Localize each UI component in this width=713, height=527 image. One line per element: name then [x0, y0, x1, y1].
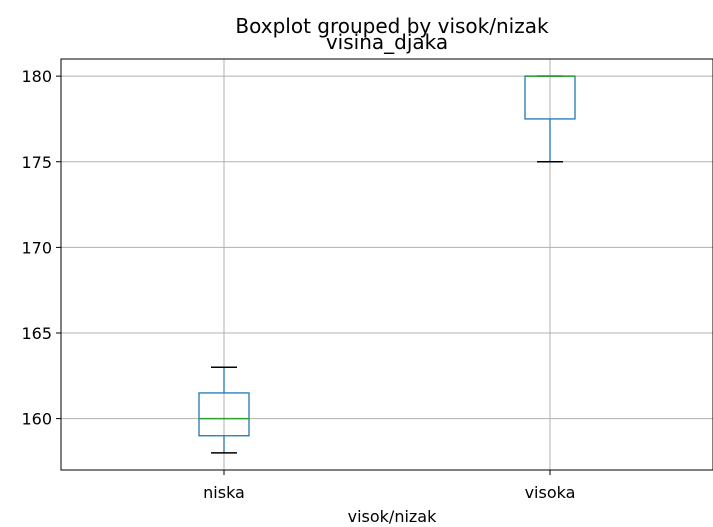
box-visoka	[524, 75, 576, 163]
y-tick-label: 160	[21, 410, 52, 429]
x-tick-label: visoka	[525, 483, 576, 502]
chart-title: Boxplot grouped by visok/nizak	[235, 14, 549, 38]
x-tick-label: niska	[203, 483, 245, 502]
x-axis: niska visoka	[203, 470, 575, 502]
y-tick-label: 175	[21, 153, 52, 172]
y-tick-label: 170	[21, 238, 52, 257]
y-tick-label: 165	[21, 324, 52, 343]
x-axis-label: visok/nizak	[348, 507, 437, 526]
box-iqr	[198, 392, 250, 437]
grid-lines	[61, 59, 713, 470]
plot-frame	[60, 58, 713, 471]
box-series	[198, 75, 576, 454]
chart-subtitle: visina_djaka	[326, 30, 448, 54]
y-tick-label: 180	[21, 67, 52, 86]
y-axis: 160 165 170 175 180	[21, 67, 61, 429]
box-niska	[198, 366, 250, 454]
